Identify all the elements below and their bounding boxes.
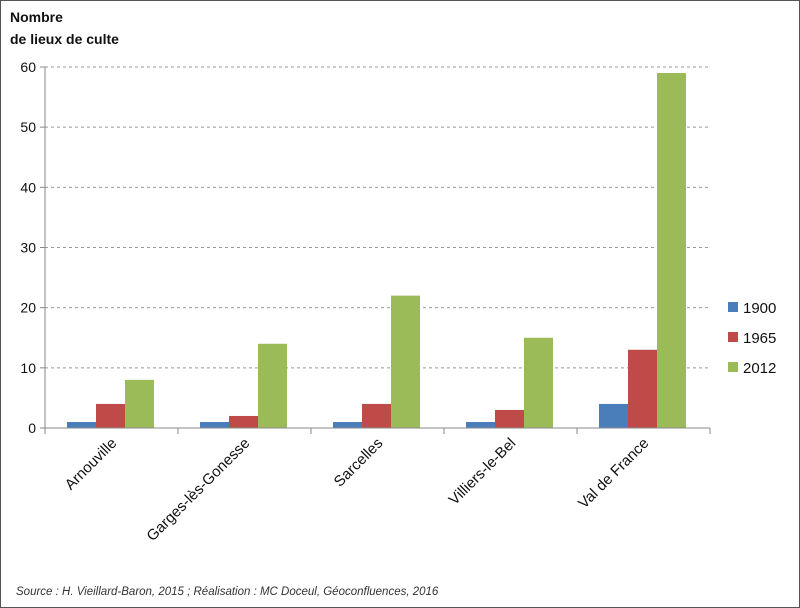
source-caption: Source : H. Vieillard-Baron, 2015 ; Réal… (16, 586, 439, 598)
legend-label: 2012 (743, 360, 776, 377)
bar-1965 (96, 403, 125, 428)
x-category-label: Arnouville (62, 435, 121, 494)
x-category-label: Val de France (575, 435, 652, 512)
bar-1900 (67, 421, 96, 428)
x-category-label: Villiers-le-Bel (446, 435, 520, 509)
bar-2012 (125, 379, 154, 428)
y-tick-label: 50 (20, 119, 36, 135)
bar-1965 (229, 415, 258, 428)
legend-swatch-2012 (728, 362, 738, 372)
x-category-label: Sarcelles (331, 435, 387, 491)
y-tick-label: 60 (20, 59, 36, 75)
bar-1965 (628, 349, 657, 428)
legend-label: 1965 (743, 330, 776, 347)
bar-1965 (362, 403, 391, 428)
bar-2012 (524, 337, 553, 428)
y-axis-label-line1: Nombre (10, 9, 63, 25)
legend-swatch-1965 (728, 332, 738, 342)
bar-2012 (258, 343, 287, 428)
bar-2012 (657, 73, 686, 429)
y-tick-label: 40 (20, 179, 36, 195)
bar-1900 (466, 421, 495, 428)
legend-label: 1900 (743, 300, 776, 317)
bar-1900 (200, 421, 229, 428)
bar-2012 (391, 295, 420, 428)
y-axis-label-line2: de lieux de culte (10, 31, 119, 47)
x-category-label: Garges-lès-Gonesse (143, 435, 253, 545)
bar-1965 (495, 409, 524, 428)
y-tick-label: 10 (20, 360, 36, 376)
y-tick-label: 20 (20, 300, 36, 316)
legend-swatch-1900 (728, 302, 738, 312)
bar-1900 (599, 403, 628, 428)
y-tick-label: 30 (20, 240, 36, 256)
y-tick-label: 0 (28, 420, 36, 436)
bar-1900 (333, 421, 362, 428)
